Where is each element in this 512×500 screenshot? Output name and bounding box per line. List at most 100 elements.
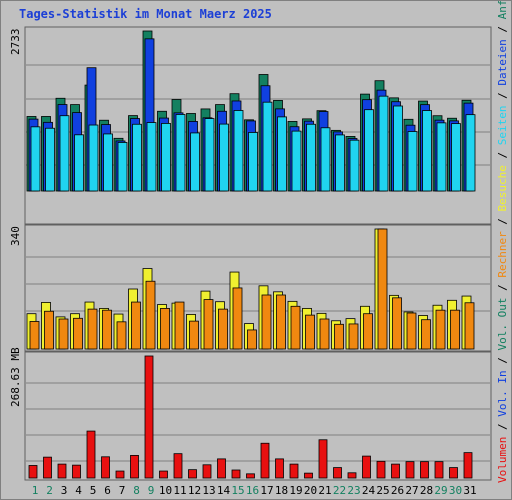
bar-rechner-day-undefined xyxy=(377,228,388,350)
bar-seiten-day-6 xyxy=(103,133,113,192)
visits-ymax-label: 340 xyxy=(9,226,22,246)
bar-volumen-day-undefined xyxy=(72,464,81,479)
day-label: 11 xyxy=(173,484,186,497)
day-label: 9 xyxy=(148,484,155,497)
day-label: 31 xyxy=(463,484,476,497)
day-label: 10 xyxy=(159,484,172,497)
day-label: 28 xyxy=(420,484,433,497)
bar-seiten-day-3 xyxy=(59,115,70,192)
bar-rechner-day-undefined xyxy=(203,299,214,350)
bar-volumen-day-undefined xyxy=(159,470,168,479)
bar-seiten-day-28 xyxy=(422,110,432,192)
bar-volumen-day-undefined xyxy=(202,464,212,479)
legend-item-anfragen: Anfragen xyxy=(496,1,509,19)
day-label: 24 xyxy=(362,484,376,497)
bar-rechner-day-undefined xyxy=(305,314,315,350)
vertical-legend: Volumen / Vol. In / Vol. Out / Rechner /… xyxy=(496,1,509,483)
bar-rechner-day-undefined xyxy=(290,305,301,350)
day-label: 4 xyxy=(75,484,82,497)
bar-volumen-day-undefined xyxy=(28,465,38,479)
bar-seiten-day-13 xyxy=(204,118,215,192)
bar-rechner-day-undefined xyxy=(145,280,156,350)
day-label: 19 xyxy=(289,484,302,497)
bar-rechner-day-undefined xyxy=(102,309,112,350)
bar-volumen-day-undefined xyxy=(420,461,429,479)
day-label: 12 xyxy=(188,484,201,497)
bar-rechner-day-undefined xyxy=(232,287,243,350)
legend-separator: / xyxy=(496,86,509,106)
bar-rechner-day-undefined xyxy=(334,323,344,350)
bar-seiten-day-18 xyxy=(277,116,287,192)
day-label: 2 xyxy=(46,484,53,497)
legend-separator: / xyxy=(496,417,509,437)
bar-volumen-day-undefined xyxy=(246,473,255,479)
bar-rechner-day-undefined xyxy=(363,313,373,350)
bar-rechner-day-undefined xyxy=(450,309,460,350)
day-label: 20 xyxy=(304,484,317,497)
bar-rechner-day-undefined xyxy=(87,308,98,350)
bar-volumen-day-undefined xyxy=(434,461,444,479)
bar-rechner-day-undefined xyxy=(348,323,359,350)
day-label: 27 xyxy=(405,484,418,497)
legend-item-vol-out: Vol. Out xyxy=(496,298,509,351)
bar-seiten-day-19 xyxy=(291,130,302,192)
bar-rechner-day-undefined xyxy=(319,318,330,350)
bar-rechner-day-undefined xyxy=(189,320,199,350)
day-label: 23 xyxy=(347,484,360,497)
bar-volumen-day-undefined xyxy=(115,470,125,479)
day-label: 6 xyxy=(104,484,111,497)
bar-seiten-day-20 xyxy=(306,123,316,192)
bar-seiten-day-12 xyxy=(190,132,200,192)
bar-volumen-day-undefined xyxy=(260,442,270,479)
bar-rechner-day-undefined xyxy=(406,312,417,350)
bar-volumen-day-undefined xyxy=(86,430,96,479)
bar-volumen-day-undefined xyxy=(144,355,154,479)
bar-rechner-day-undefined xyxy=(276,294,286,350)
bar-volumen-day-undefined xyxy=(57,463,67,479)
bar-seiten-day-15 xyxy=(233,110,244,192)
day-label: 18 xyxy=(275,484,288,497)
chart-title: Tages-Statistik im Monat Maerz 2025 xyxy=(19,7,272,21)
bar-rechner-day-undefined xyxy=(435,309,446,350)
day-label: 17 xyxy=(260,484,273,497)
bar-volumen-day-undefined xyxy=(289,463,299,479)
bar-seiten-day-25 xyxy=(378,95,389,192)
bar-rechner-day-undefined xyxy=(73,317,83,350)
day-label: 3 xyxy=(61,484,68,497)
day-label: 8 xyxy=(133,484,140,497)
bar-volumen-day-undefined xyxy=(43,456,52,479)
bar-rechner-day-undefined xyxy=(160,308,170,350)
bar-volumen-day-undefined xyxy=(217,458,226,479)
day-labels: 1 2 3 4 5 6 7 8 9 10 11 12 13 14 15 16 17 18 19 20 21 22 23 24 2… xyxy=(32,484,477,497)
bar-volumen-day-undefined xyxy=(362,455,371,479)
day-label: 14 xyxy=(217,484,231,497)
bar-volumen-day-undefined xyxy=(318,439,328,479)
bar-rechner-day-undefined xyxy=(392,297,402,350)
bar-volumen-day-undefined xyxy=(188,469,197,479)
bar-rechner-day-undefined xyxy=(131,301,141,350)
day-label: 30 xyxy=(449,484,462,497)
bar-volumen-day-undefined xyxy=(347,472,357,479)
bar-seiten-day-26 xyxy=(393,105,403,192)
bar-rechner-day-undefined xyxy=(218,308,228,350)
bar-seiten-day-10 xyxy=(161,123,171,192)
bar-volumen-day-undefined xyxy=(304,472,313,479)
bar-seiten-day-14 xyxy=(219,123,229,192)
bar-rechner-day-undefined xyxy=(58,318,69,350)
day-label: 26 xyxy=(391,484,404,497)
bar-volumen-day-undefined xyxy=(333,467,342,479)
day-label: 29 xyxy=(434,484,447,497)
bar-volumen-day-undefined xyxy=(449,467,458,479)
bar-volumen-day-undefined xyxy=(376,460,386,479)
legend-separator: / xyxy=(496,19,509,39)
bar-volumen-day-undefined xyxy=(130,455,139,479)
legend-item-seiten: Seiten xyxy=(496,105,509,145)
bar-seiten-day-7 xyxy=(117,142,128,192)
bar-seiten-day-31 xyxy=(465,114,476,192)
bar-volumen-day-undefined xyxy=(405,461,415,479)
bar-seiten-day-2 xyxy=(45,127,55,192)
day-label: 1 xyxy=(32,484,39,497)
bar-seiten-day-27 xyxy=(407,131,418,192)
bar-rechner-day-undefined xyxy=(29,321,40,350)
